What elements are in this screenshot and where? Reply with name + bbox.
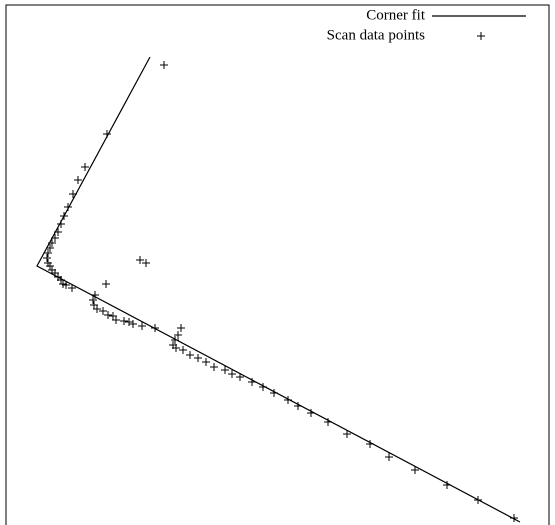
legend-key [477,32,485,40]
scan-point [194,354,202,362]
scan-point [385,453,393,461]
scan-point [48,239,56,247]
scan-point [510,514,518,522]
scan-point [142,259,150,267]
scan-point [177,324,185,332]
scan-point [104,311,112,319]
legend-label: Corner fit [366,7,426,23]
scan-point [172,344,180,352]
scan-point [210,363,218,371]
scan-point [324,418,332,426]
scan-point [294,402,302,410]
scan-point [68,284,76,292]
scan-point [99,307,107,315]
scan-point [89,296,97,304]
scan-point [270,389,278,397]
scan-point [103,130,111,138]
scan-point [120,317,128,325]
scan-point [69,190,77,198]
scan-point [248,378,256,386]
scan-point [91,291,99,299]
scan-point [179,346,187,354]
scan-point [259,383,267,391]
legend-label: Scan data points [327,27,425,43]
scan-point [228,370,236,378]
scan-point [62,281,70,289]
scan-point [474,496,482,504]
scan-point [411,466,419,474]
scan-point [57,220,65,228]
scan-point [64,203,72,211]
plot-frame [5,4,550,525]
scan-point [284,396,292,404]
scan-point [44,249,52,257]
scan-point [102,280,110,288]
scan-point [151,324,159,332]
scan-point [60,212,68,220]
scan-point [54,228,62,236]
scan-point [307,409,315,417]
scan-point [112,316,120,324]
scan-point [136,256,144,264]
scan-point [236,373,244,381]
scan-point [46,262,54,270]
scan-point [43,254,51,262]
scan-point [57,276,65,284]
scan-point [443,481,451,489]
scan-point [171,336,179,344]
scan-point [174,331,182,339]
fit-line [36,56,521,523]
scan-point [221,366,229,374]
scan-point [186,351,194,359]
scan-point [51,234,59,242]
scan-point [74,176,82,184]
scan-point [81,163,89,171]
scan-point [129,320,137,328]
scan-point [46,244,54,252]
scan-point [93,305,101,313]
scan-point [160,61,168,69]
scan-point [138,322,146,330]
scan-point [202,358,210,366]
scan-point [125,318,133,326]
scan-point [343,430,351,438]
scan-point [366,440,374,448]
